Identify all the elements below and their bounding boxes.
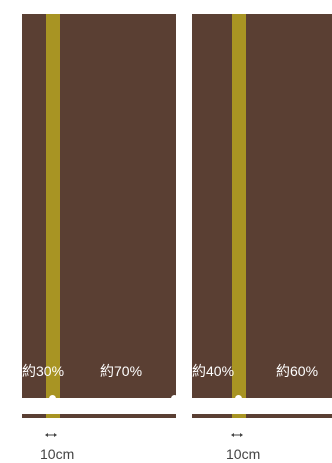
stripe-right	[232, 14, 246, 418]
right-panel-left-label: 約40%	[192, 363, 235, 379]
left-panel-right-label: 約70%	[100, 363, 143, 379]
right-width-label: 10cm	[226, 446, 261, 462]
left-panel-left-label: 約30%	[22, 363, 65, 379]
left-panel-marker-dot	[49, 395, 56, 402]
right-panel-marker-dot	[235, 395, 242, 402]
panel-cut-left	[22, 398, 176, 414]
left-panel-edge-dot	[171, 395, 178, 402]
stripe-left	[46, 14, 60, 418]
right-panel-marker-line	[178, 398, 332, 400]
left-width-label: 10cm	[40, 446, 75, 462]
left-panel-marker-line	[20, 398, 176, 400]
curtain-panel-right	[192, 14, 332, 418]
curtain-panel-left	[22, 14, 176, 418]
panel-cut-right	[192, 398, 332, 414]
right-panel-right-label: 約60%	[276, 363, 319, 379]
left-width-arrow-icon	[45, 433, 57, 437]
right-width-arrow-icon	[231, 433, 243, 437]
